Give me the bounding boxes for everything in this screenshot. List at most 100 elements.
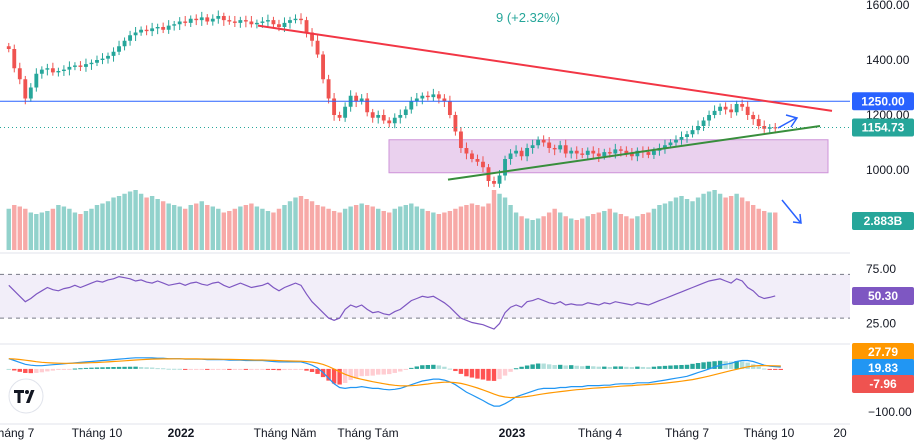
candle-body (585, 150, 590, 155)
volume-bar (276, 208, 282, 250)
macd-histogram-bar (591, 366, 596, 369)
candle-body (161, 27, 166, 30)
volume-bar (574, 220, 579, 250)
volume-bar (701, 193, 706, 250)
macd-axis-label: −100.00 (868, 405, 912, 419)
macd-histogram-bar (767, 368, 772, 370)
candle-body (470, 153, 474, 159)
macd-histogram-bar (557, 364, 563, 369)
macd-histogram-bar (67, 368, 72, 370)
macd-signal-badge-bg (852, 343, 914, 361)
candle-body (315, 40, 320, 55)
volume-bar (100, 203, 105, 250)
macd-histogram-bar (116, 366, 122, 369)
macd-histogram-bar (442, 366, 447, 369)
macd-histogram-bar (618, 366, 624, 369)
down-arrow-annotation (781, 199, 802, 224)
volume-bar (750, 205, 756, 250)
macd-histogram-bar (72, 368, 78, 370)
macd-histogram-bar (271, 368, 276, 370)
volume-bar (684, 199, 690, 250)
candle-body (326, 79, 331, 99)
candle-body (232, 21, 237, 23)
volume-bar (56, 205, 61, 250)
candle-body (392, 117, 397, 124)
volume-bar (23, 208, 28, 250)
macd-histogram-bar (447, 368, 453, 370)
volume-bar (530, 220, 535, 250)
volume-bar (61, 206, 67, 250)
macd-histogram-bar (524, 365, 530, 369)
macd-histogram-bar (596, 366, 601, 369)
volume-bar (767, 212, 772, 250)
macd-histogram-bar (569, 365, 574, 369)
volume-bar (497, 193, 502, 250)
macd-histogram-bar (177, 368, 182, 370)
volume-bar (376, 208, 381, 250)
candle-body (596, 153, 601, 157)
candle-body (45, 68, 50, 70)
volume-bar (635, 216, 640, 250)
volume-bar (580, 218, 585, 250)
candle-body (558, 145, 563, 150)
macd-histogram-bar (651, 366, 657, 369)
macd-histogram-bar (39, 368, 45, 373)
candle-body (663, 145, 667, 148)
macd-signal-badge: 27.79 (868, 345, 898, 359)
candle-body (420, 95, 425, 99)
volume-bar (728, 196, 734, 250)
candle-body (723, 106, 728, 110)
macd-histogram-bar (232, 368, 238, 370)
candle-body (635, 150, 640, 157)
volume-badge: 2.883B (864, 214, 903, 228)
candle-body (613, 149, 618, 154)
price-tick-label: 1600.00 (866, 0, 910, 12)
volume-bar (695, 197, 701, 250)
time-tick-label: Tháng 7 (665, 426, 709, 440)
macd-histogram-bar (662, 365, 668, 369)
volume-bar (557, 212, 563, 250)
candle-body (519, 150, 524, 157)
candle-body (525, 148, 530, 157)
volume-bar (205, 205, 210, 250)
volume-bar (552, 208, 557, 250)
candle-body (221, 16, 226, 21)
macd-histogram-bar (293, 368, 298, 370)
macd-histogram-bar (105, 367, 111, 369)
rsi-value-badge: 50.30 (868, 289, 898, 303)
macd-histogram-bar (657, 366, 662, 369)
macd-histogram-bar (331, 368, 337, 384)
candle-body (514, 150, 519, 154)
volume-bar (717, 193, 723, 250)
macd-histogram-bar (45, 368, 50, 372)
volume-bar (756, 208, 761, 250)
volume-bar (331, 211, 337, 250)
candle-body (740, 104, 745, 107)
macd-histogram-bar (243, 368, 249, 370)
macd-histogram-bar (304, 368, 309, 371)
macd-histogram-bar (745, 362, 750, 369)
candle-body (277, 24, 281, 27)
macd-histogram-bar (122, 366, 127, 369)
macd-histogram-bar (199, 368, 204, 370)
macd-histogram-bar (359, 368, 364, 377)
candle-body (503, 159, 507, 176)
volume-bar (442, 212, 447, 250)
last-price-badge-bg (852, 118, 914, 137)
macd-histogram-bar (387, 368, 392, 375)
macd-histogram-bar (486, 368, 491, 381)
candle-body (536, 139, 541, 146)
volume-bar (436, 214, 442, 250)
candle-body (100, 58, 105, 60)
candle-body (139, 29, 144, 33)
macd-histogram-bar (370, 368, 375, 376)
volume-bar (12, 205, 17, 250)
macd-histogram-bar (127, 366, 133, 369)
time-tick-label: Tháng 4 (578, 426, 622, 440)
volume-bar (364, 205, 370, 250)
volume-bar (370, 206, 375, 250)
volume-bar (359, 203, 364, 250)
tradingview-logo[interactable] (8, 378, 44, 414)
candle-body (249, 21, 254, 25)
macd-histogram-bar (706, 361, 712, 369)
